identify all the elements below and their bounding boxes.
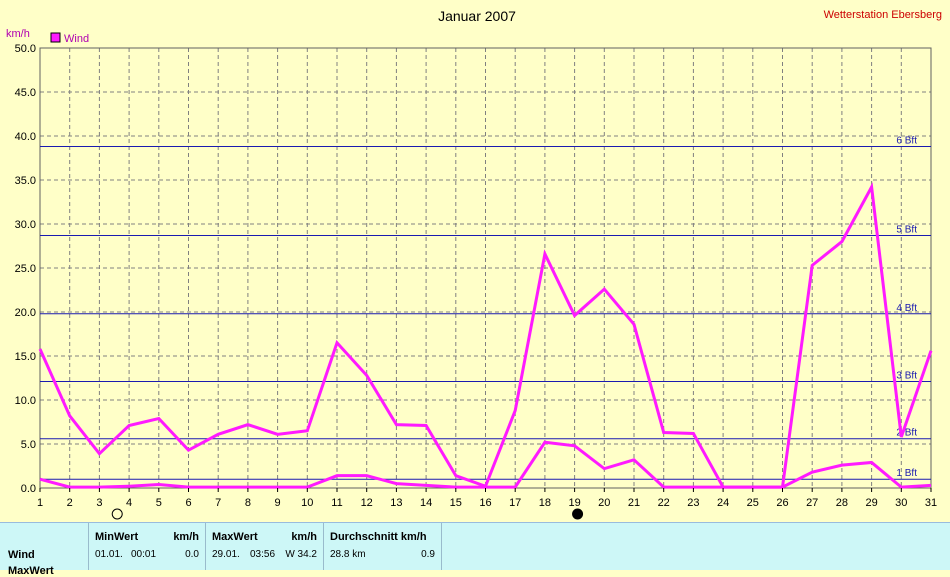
- x-tick-label: 16: [479, 497, 491, 509]
- x-tick-label: 20: [598, 497, 610, 509]
- y-tick-label: 50.0: [15, 43, 36, 55]
- y-tick-label: 20.0: [15, 307, 36, 319]
- y-tick-label: 45.0: [15, 87, 36, 99]
- x-tick-label: 31: [925, 497, 937, 509]
- avg-header: Durchschnitt km/h: [330, 531, 427, 543]
- x-tick-label: 6: [185, 497, 191, 509]
- beaufort-lines: 1 Bft 2 Bft 3 Bft 4 Bft 5 Bft 6 Bft: [40, 136, 931, 480]
- y-tick-label: 30.0: [15, 219, 36, 231]
- chart-title: Januar 2007: [438, 8, 516, 24]
- stats-row-label-2: MaxWert: [8, 565, 54, 577]
- moon-phases: [111, 508, 584, 520]
- legend-swatch-wind: [50, 32, 61, 43]
- x-tick-label: 18: [539, 497, 551, 509]
- y-tick-label: 10.0: [15, 395, 36, 407]
- max-date: 29.01.: [212, 549, 240, 560]
- x-tick-label: 19: [568, 497, 580, 509]
- y-axis-ticks: 0.0 5.0 10.0 15.0 20.0 25.0 30.0 35.0 40.0 45.0 50…: [15, 43, 36, 495]
- x-tick-label: 25: [747, 497, 759, 509]
- wind-chart: Januar 2007 Wetterstation Ebersberg km/h…: [6, 8, 942, 520]
- x-tick-label: 10: [301, 497, 313, 509]
- x-tick-label: 2: [67, 497, 73, 509]
- stats-avg-cell: Durchschnitt km/h 28.8 km 0.9: [324, 523, 442, 570]
- x-tick-label: 11: [331, 497, 342, 509]
- x-tick-label: 29: [865, 497, 877, 509]
- x-tick-label: 23: [687, 497, 699, 509]
- avg-value: 0.9: [421, 549, 435, 560]
- x-tick-label: 3: [96, 497, 102, 509]
- legend: Wind: [50, 32, 89, 45]
- new-moon-icon: [572, 508, 584, 520]
- beaufort-label: 2 Bft: [896, 428, 917, 439]
- y-tick-label: 5.0: [21, 439, 36, 451]
- station-name: Wetterstation Ebersberg: [824, 9, 942, 21]
- x-tick-label: 4: [126, 497, 132, 509]
- stats-label-cell: Wind MaxWert: [0, 523, 89, 577]
- y-tick-label: 35.0: [15, 175, 36, 187]
- x-tick-label: 8: [245, 497, 251, 509]
- stats-max-cell: MaxWert km/h 29.01. 03:56 W 34.2: [206, 523, 324, 570]
- x-tick-label: 21: [628, 497, 640, 509]
- min-unit: km/h: [173, 531, 199, 543]
- max-value: W 34.2: [285, 549, 317, 560]
- x-tick-label: 1: [37, 497, 43, 509]
- min-header: MinWert: [95, 531, 139, 543]
- beaufort-label: 4 Bft: [896, 303, 917, 314]
- avg-distance: 28.8 km: [330, 549, 366, 560]
- x-tick-label: 12: [361, 497, 373, 509]
- beaufort-label: 3 Bft: [896, 371, 917, 382]
- legend-label-wind: Wind: [64, 33, 89, 45]
- grid: [39, 47, 932, 489]
- x-tick-label: 9: [275, 497, 281, 509]
- x-tick-label: 14: [420, 497, 432, 509]
- y-tick-label: 0.0: [21, 483, 36, 495]
- min-date: 01.01.: [95, 549, 123, 560]
- full-moon-icon: [111, 508, 123, 520]
- y-tick-label: 15.0: [15, 351, 36, 363]
- beaufort-label: 1 Bft: [896, 468, 917, 479]
- x-tick-label: 24: [717, 497, 729, 509]
- y-tick-label: 40.0: [15, 131, 36, 143]
- beaufort-label: 5 Bft: [896, 224, 917, 235]
- max-header: MaxWert: [212, 531, 258, 543]
- x-tick-label: 26: [776, 497, 788, 509]
- x-tick-label: 13: [390, 497, 402, 509]
- x-tick-label: 28: [836, 497, 848, 509]
- min-value: 0.0: [185, 549, 199, 560]
- max-unit: km/h: [291, 531, 317, 543]
- x-axis-ticks: 1 2 3 4 5 6 7 8 9 10 11 12 13 14 15 16 17 18 19 20 21 22 23 24 2…: [37, 488, 937, 509]
- stats-min-cell: MinWert km/h 01.01. 00:01 0.0: [89, 523, 206, 570]
- y-tick-label: 25.0: [15, 263, 36, 275]
- x-tick-label: 15: [450, 497, 462, 509]
- x-tick-label: 27: [806, 497, 818, 509]
- stats-row-label: Wind: [8, 549, 35, 561]
- series-line-wind-low: [39, 440, 932, 489]
- min-time: 00:01: [131, 549, 157, 560]
- y-axis-unit: km/h: [6, 28, 30, 40]
- statistics-panel: Wind MaxWert MinWert km/h 01.01. 00:01 0…: [0, 522, 950, 577]
- max-time: 03:56: [250, 549, 276, 560]
- series-group: [38, 182, 933, 489]
- x-tick-label: 7: [215, 497, 221, 509]
- beaufort-label: 6 Bft: [896, 136, 917, 147]
- x-tick-label: 22: [658, 497, 670, 509]
- x-tick-label: 30: [895, 497, 907, 509]
- x-tick-label: 5: [156, 497, 162, 509]
- x-tick-label: 17: [509, 497, 521, 509]
